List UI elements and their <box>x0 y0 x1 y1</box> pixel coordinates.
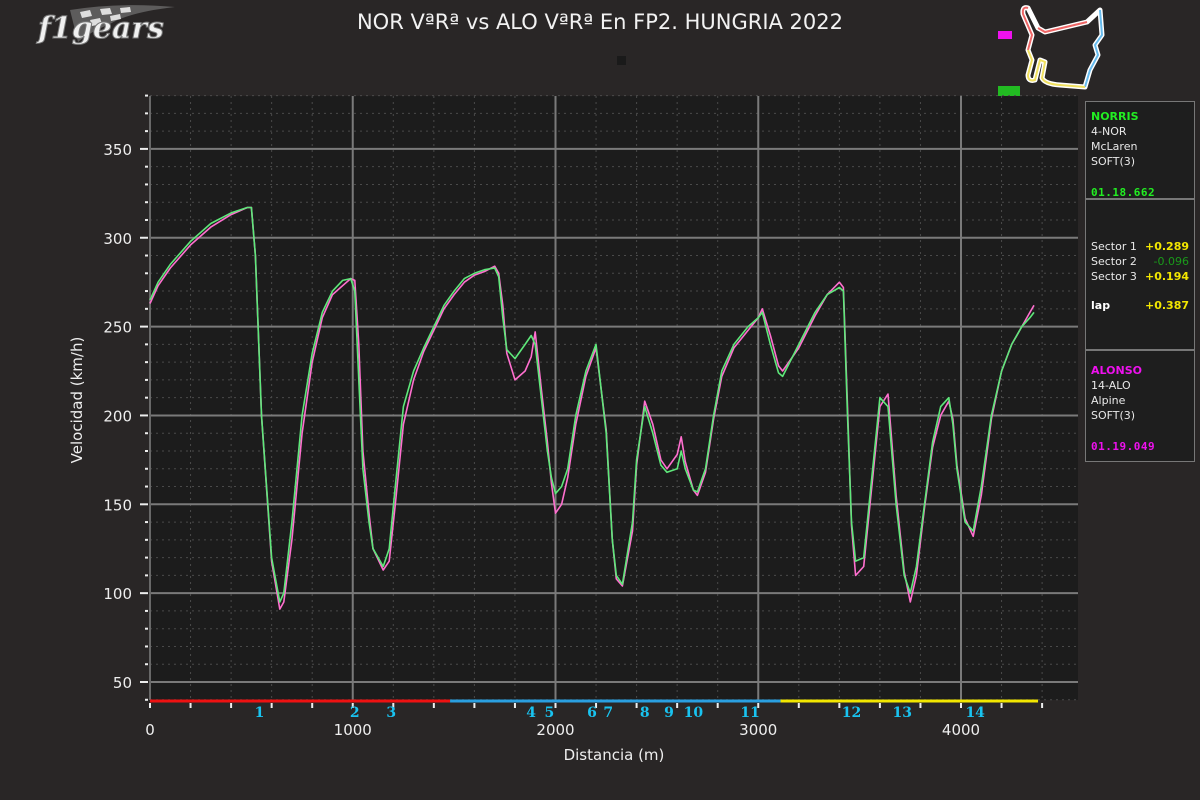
track-map <box>990 0 1120 100</box>
speed-chart: 50 100 150 200 250 300 350 0 1000 2000 3000 4000 Dis… <box>68 94 1078 764</box>
start-finish-marker <box>998 86 1020 97</box>
x-tick-label: 3000 <box>739 721 777 739</box>
f1gears-logo: f1gears <box>30 2 200 52</box>
sector-delta-row: Sector 1 +0.289 <box>1091 240 1189 253</box>
y-tick-label: 50 <box>113 674 132 692</box>
y-axis-label: Velocidad (km/h) <box>68 337 86 464</box>
driver-lap-time: 01.19.049 <box>1091 440 1156 453</box>
x-tick-label: 4000 <box>942 721 980 739</box>
driver-name: NORRIS <box>1091 110 1139 123</box>
y-tick-label: 150 <box>103 496 132 514</box>
x-tick-label: 2000 <box>536 721 574 739</box>
corner-label: 1 <box>255 705 265 721</box>
corner-label: 10 <box>684 705 704 721</box>
driver-name: ALONSO <box>1091 364 1142 377</box>
corner-label: 14 <box>965 705 985 721</box>
corner-label: 5 <box>545 705 555 721</box>
chart-title: NOR VªRª vs ALO VªRª En FP2. HUNGRIA 202… <box>356 10 844 34</box>
driver-tyre: SOFT(3) <box>1091 409 1136 422</box>
lap-delta: +0.387 <box>1144 299 1189 312</box>
y-tick-label: 250 <box>103 319 132 337</box>
sector-delta-row: Sector 2 -0.096 <box>1091 255 1189 268</box>
driver-team: McLaren <box>1091 140 1138 153</box>
driver-card-norris: NORRIS 4-NOR McLaren SOFT(3) 01.18.662 <box>1085 101 1195 199</box>
driver-code: 14-ALO <box>1091 379 1131 392</box>
driver-card-alonso: ALONSO 14-ALO Alpine SOFT(3) 01.19.049 <box>1085 350 1195 462</box>
sector-delta: +0.194 <box>1144 270 1189 283</box>
driver-lap-time: 01.18.662 <box>1091 186 1156 199</box>
speed-line-norris <box>149 206 1035 603</box>
sector-marker-pink <box>998 31 1012 39</box>
lap-delta-row: lap +0.387 <box>1091 299 1189 312</box>
corner-label: 9 <box>664 705 674 721</box>
driver-tyre: SOFT(3) <box>1091 155 1136 168</box>
x-tick-label: 0 <box>145 721 155 739</box>
corner-label: 2 <box>350 705 360 721</box>
y-tick-label: 100 <box>103 585 132 603</box>
corner-label: 12 <box>842 705 861 721</box>
y-tick-label: 200 <box>103 407 132 425</box>
corner-label: 6 <box>587 705 597 721</box>
x-axis-label: Distancia (m) <box>564 746 665 764</box>
corner-label: 4 <box>526 705 536 721</box>
checkered-flag-icon <box>70 5 175 42</box>
y-tick-label: 350 <box>103 141 132 159</box>
corner-label: 13 <box>892 705 911 721</box>
corner-label: 11 <box>740 705 759 721</box>
sector-delta-row: Sector 3 +0.194 <box>1091 270 1189 283</box>
sector-label: Sector 2 <box>1091 255 1137 268</box>
driver-code: 4-NOR <box>1091 125 1127 138</box>
sector-delta: +0.289 <box>1144 240 1189 253</box>
legend-marker <box>617 56 626 65</box>
svg-text:f1gears: f1gears <box>36 11 164 46</box>
corner-label: 7 <box>603 705 613 721</box>
sector-label: Sector 1 <box>1091 240 1137 253</box>
delta-card: Sector 1 +0.289 Sector 2 -0.096 Sector 3… <box>1085 199 1195 350</box>
lap-label: lap <box>1091 299 1111 312</box>
corner-label: 3 <box>386 705 396 721</box>
sector-delta: -0.096 <box>1153 255 1189 268</box>
sector-label: Sector 3 <box>1091 270 1137 283</box>
x-tick-label: 1000 <box>334 721 372 739</box>
y-tick-label: 300 <box>103 230 132 248</box>
corner-label: 8 <box>640 705 650 721</box>
driver-team: Alpine <box>1091 394 1126 407</box>
